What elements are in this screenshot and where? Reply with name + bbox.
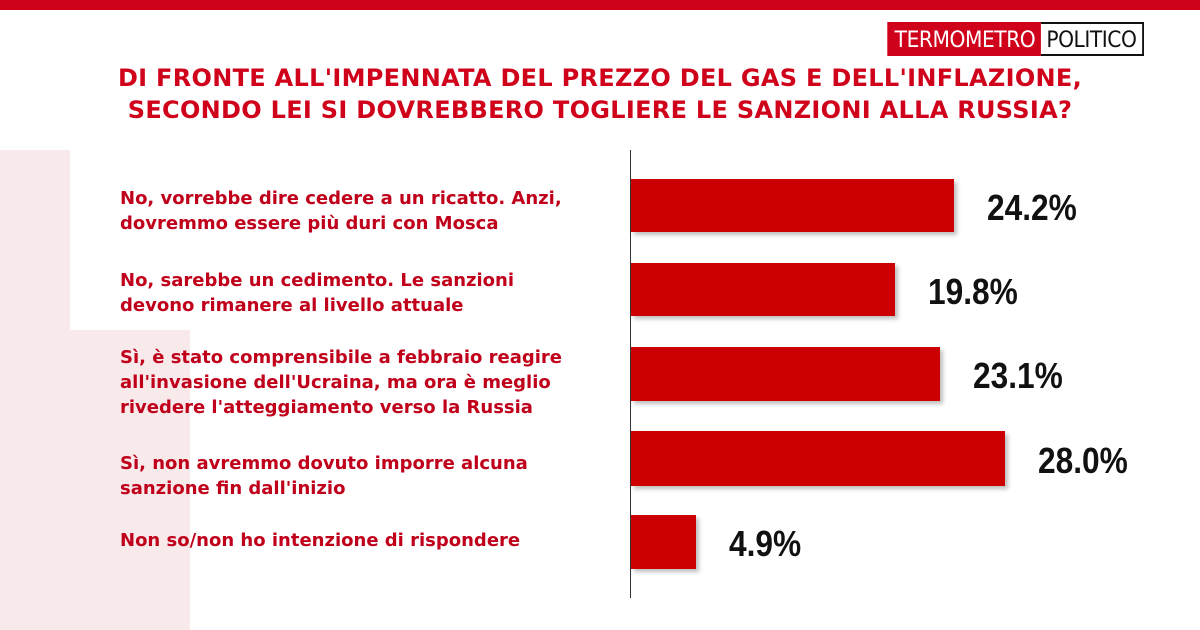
- category-label: No, sarebbe un cedimento. Le sanzioni dev…: [120, 268, 620, 318]
- background-watermark-left: [0, 150, 70, 630]
- category-label-line: rivedere l'atteggiamento verso la Russia: [120, 397, 533, 418]
- chart-title-line-2: SECONDO LEI SI DOVREBBERO TOGLIERE LE SA…: [127, 96, 1073, 124]
- top-accent-bar: [0, 0, 1200, 10]
- value-label: 28.0%: [1038, 439, 1128, 481]
- bar: [631, 263, 895, 316]
- category-label-line: Sì, non avremmo dovuto imporre alcuna: [120, 453, 528, 474]
- category-label-line: dovremmo essere più duri con Mosca: [120, 213, 499, 234]
- category-label: Sì, è stato comprensibile a febbraio rea…: [120, 345, 620, 420]
- category-label-line: Sì, è stato comprensibile a febbraio rea…: [120, 347, 562, 368]
- termometro-politico-logo[interactable]: TERMOMETRO POLITICO: [887, 22, 1144, 56]
- category-label: Non so/non ho intenzione di rispondere: [120, 528, 620, 553]
- category-label-line: No, vorrebbe dire cedere a un ricatto. A…: [120, 188, 562, 209]
- chart-title: DI FRONTE ALL'IMPENNATA DEL PREZZO DEL G…: [0, 62, 1200, 126]
- chart-title-line-1: DI FRONTE ALL'IMPENNATA DEL PREZZO DEL G…: [117, 64, 1083, 92]
- bar: [631, 515, 696, 569]
- bar: [631, 431, 1005, 486]
- category-label: Sì, non avremmo dovuto imporre alcuna san…: [120, 451, 620, 501]
- category-label-line: No, sarebbe un cedimento. Le sanzioni: [120, 270, 515, 291]
- bar: [631, 179, 954, 232]
- logo-part-politico: POLITICO: [1041, 22, 1144, 56]
- category-label: No, vorrebbe dire cedere a un ricatto. A…: [120, 186, 620, 236]
- background-watermark-right: [70, 330, 190, 630]
- value-label: 19.8%: [928, 270, 1018, 312]
- category-label-line: Non so/non ho intenzione di rispondere: [120, 530, 521, 551]
- value-label: 4.9%: [729, 523, 802, 564]
- value-label: 23.1%: [973, 355, 1063, 396]
- category-label-line: devono rimanere al livello attuale: [120, 295, 464, 316]
- bar: [631, 347, 940, 401]
- value-label: 24.2%: [987, 186, 1077, 228]
- logo-part-termometro: TERMOMETRO: [887, 22, 1042, 56]
- chart-axis-line: [630, 150, 631, 598]
- category-label-line: all'invasione dell'Ucraina, ma ora è meg…: [120, 372, 551, 393]
- category-label-line: sanzione fin dall'inizio: [120, 478, 346, 499]
